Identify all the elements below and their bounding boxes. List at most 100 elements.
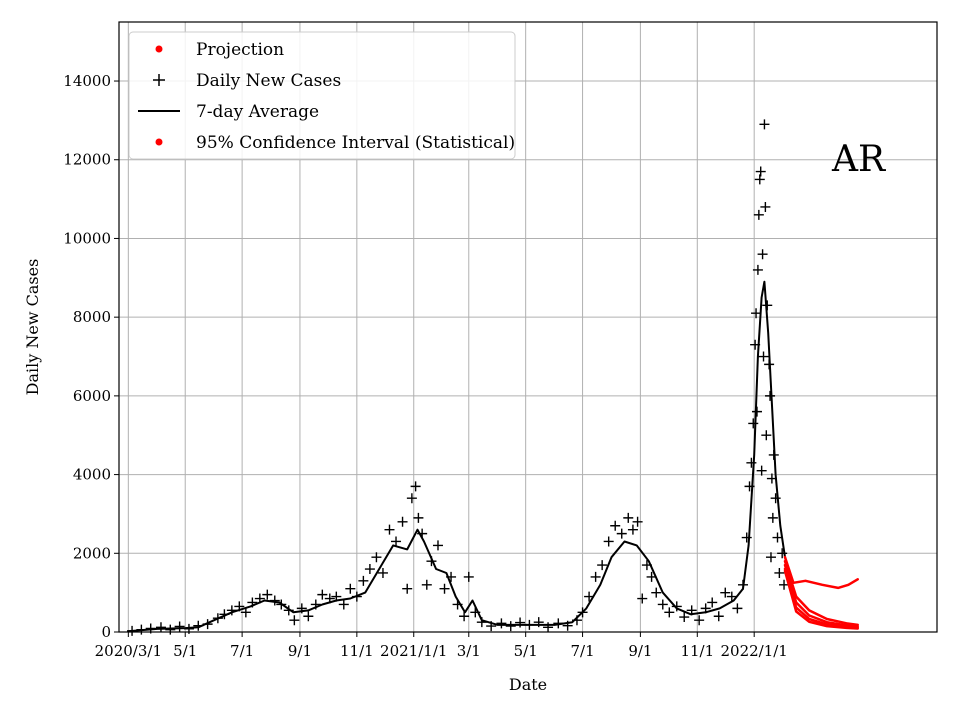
daily-case-marker bbox=[772, 532, 783, 543]
daily-case-marker bbox=[641, 560, 652, 571]
x-tick-label: 3/1 bbox=[457, 642, 481, 660]
daily-case-marker bbox=[202, 619, 213, 630]
daily-case-marker bbox=[543, 622, 554, 633]
daily-case-marker bbox=[750, 339, 761, 350]
daily-case-marker bbox=[737, 579, 748, 590]
daily-case-marker bbox=[759, 119, 770, 130]
daily-case-marker bbox=[603, 536, 614, 547]
daily-case-marker bbox=[577, 607, 588, 618]
daily-case-marker bbox=[679, 612, 690, 623]
projection-curve bbox=[783, 569, 859, 630]
daily-case-marker bbox=[671, 601, 682, 612]
daily-case-marker bbox=[226, 605, 237, 616]
daily-case-marker bbox=[296, 603, 307, 614]
plot-frame bbox=[118, 21, 938, 633]
daily-case-marker bbox=[700, 603, 711, 614]
daily-case-marker bbox=[165, 624, 176, 635]
daily-case-marker bbox=[571, 615, 582, 626]
daily-case-marker bbox=[597, 560, 608, 571]
daily-case-marker bbox=[779, 579, 790, 590]
daily-case-marker bbox=[505, 621, 516, 632]
daily-case-marker bbox=[406, 493, 417, 504]
y-tick-label: 4000 bbox=[73, 466, 111, 484]
daily-case-marker bbox=[289, 615, 300, 626]
x-tick-label: 5/1 bbox=[514, 642, 538, 660]
daily-case-marker bbox=[686, 605, 697, 616]
daily-case-marker bbox=[754, 174, 765, 185]
daily-case-marker bbox=[155, 622, 166, 633]
legend-box bbox=[128, 31, 516, 160]
daily-case-marker bbox=[713, 611, 724, 622]
y-tick-label: 12000 bbox=[63, 151, 111, 169]
daily-case-marker bbox=[417, 528, 428, 539]
projection-curve bbox=[783, 555, 859, 590]
daily-case-marker bbox=[331, 591, 342, 602]
daily-case-marker bbox=[623, 512, 634, 523]
daily-case-marker bbox=[751, 308, 762, 319]
daily-case-marker bbox=[562, 620, 573, 631]
daily-case-marker bbox=[753, 209, 764, 220]
daily-case-marker bbox=[761, 430, 772, 441]
daily-case-marker bbox=[432, 540, 443, 551]
daily-case-marker bbox=[219, 609, 230, 620]
daily-case-marker bbox=[452, 599, 463, 610]
region-annotation: AR bbox=[831, 139, 886, 180]
daily-case-marker bbox=[303, 611, 314, 622]
daily-case-marker bbox=[756, 465, 767, 476]
x-tick-label: 7/1 bbox=[570, 642, 594, 660]
daily-case-marker bbox=[276, 599, 287, 610]
daily-case-marker bbox=[768, 449, 779, 460]
daily-case-marker bbox=[515, 617, 526, 628]
daily-case-marker bbox=[533, 617, 544, 628]
legend: Projection Daily New Cases 7-day Average 95… bbox=[128, 31, 516, 160]
y-tick-label: 0 bbox=[101, 623, 111, 641]
daily-case-marker bbox=[752, 264, 763, 275]
x-tick-label: 2021/1/1 bbox=[380, 642, 447, 660]
daily-case-marker bbox=[770, 493, 781, 504]
daily-case-marker bbox=[324, 593, 335, 604]
y-tick-label: 8000 bbox=[73, 308, 111, 326]
legend-label: Daily New Cases bbox=[196, 71, 341, 91]
y-tick-label: 14000 bbox=[63, 72, 111, 90]
daily-case-marker bbox=[127, 625, 138, 636]
legend-marker-plus bbox=[153, 74, 165, 86]
daily-case-marker bbox=[459, 611, 470, 622]
daily-case-marker bbox=[174, 621, 185, 632]
daily-case-marker bbox=[351, 591, 362, 602]
daily-case-marker bbox=[610, 520, 621, 531]
daily-case-marker bbox=[732, 603, 743, 614]
x-tick-label: 11/1 bbox=[680, 642, 714, 660]
daily-case-marker bbox=[247, 597, 258, 608]
daily-case-marker bbox=[426, 556, 437, 567]
x-tick-label: 2020/3/1 bbox=[95, 642, 162, 660]
daily-case-marker bbox=[310, 599, 321, 610]
daily-case-marker bbox=[758, 351, 769, 362]
series-daily-new-cases bbox=[127, 119, 790, 636]
daily-case-marker bbox=[632, 516, 643, 527]
daily-case-marker bbox=[765, 552, 776, 563]
daily-case-marker bbox=[371, 552, 382, 563]
daily-case-marker bbox=[212, 613, 223, 624]
daily-case-marker bbox=[584, 591, 595, 602]
daily-case-marker bbox=[391, 536, 402, 547]
daily-case-marker bbox=[240, 607, 251, 618]
daily-case-marker bbox=[345, 583, 356, 594]
daily-case-marker bbox=[664, 607, 675, 618]
daily-case-marker bbox=[283, 605, 294, 616]
daily-case-marker bbox=[384, 524, 395, 535]
daily-case-marker bbox=[254, 593, 265, 604]
daily-case-marker bbox=[774, 567, 785, 578]
daily-case-marker bbox=[446, 571, 457, 582]
daily-case-marker bbox=[590, 571, 601, 582]
daily-case-marker bbox=[657, 599, 668, 610]
series-projection bbox=[783, 555, 859, 630]
x-tick-label: 5/1 bbox=[173, 642, 197, 660]
daily-case-marker bbox=[720, 587, 731, 598]
x-tick-label: 9/1 bbox=[628, 642, 652, 660]
daily-case-marker bbox=[637, 593, 648, 604]
x-tick-label: 2022/1/1 bbox=[720, 642, 787, 660]
y-tick-label: 6000 bbox=[73, 387, 111, 405]
daily-case-marker bbox=[765, 390, 776, 401]
daily-case-marker bbox=[439, 583, 450, 594]
daily-case-marker bbox=[402, 583, 413, 594]
